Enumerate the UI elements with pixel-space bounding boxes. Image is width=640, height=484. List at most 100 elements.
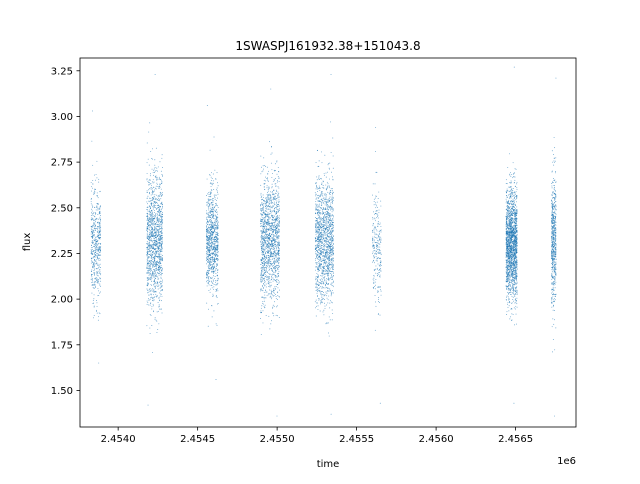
data-point [217, 207, 219, 208]
data-point [276, 281, 278, 283]
data-point [271, 247, 273, 249]
data-point [267, 228, 269, 230]
data-point [217, 224, 219, 226]
data-point [161, 235, 163, 236]
data-point [161, 220, 162, 222]
data-point [92, 303, 94, 304]
data-point [160, 249, 162, 251]
data-point [277, 222, 279, 224]
data-point [153, 265, 154, 267]
data-point [152, 276, 154, 278]
data-point [269, 242, 270, 244]
data-point [261, 266, 263, 268]
data-point [327, 241, 329, 243]
data-point [267, 234, 269, 236]
data-point [93, 260, 95, 262]
data-point [156, 179, 158, 181]
data-point [146, 190, 148, 192]
data-point [315, 266, 316, 268]
data-point [146, 173, 148, 174]
data-point [207, 206, 209, 208]
data-point [323, 314, 325, 316]
data-point [93, 274, 95, 276]
data-point [96, 222, 98, 223]
data-point [154, 159, 156, 161]
data-point [262, 236, 264, 238]
data-point [149, 298, 151, 300]
data-point [91, 240, 93, 241]
data-point [150, 183, 152, 185]
data-point [211, 258, 213, 260]
data-point [155, 268, 157, 269]
data-point [208, 241, 210, 243]
data-point [328, 187, 330, 189]
data-point [151, 308, 153, 310]
data-point [261, 232, 263, 234]
data-point [317, 277, 319, 279]
data-point [94, 247, 96, 249]
data-point [91, 219, 93, 221]
data-point [263, 246, 265, 248]
data-point [268, 267, 270, 269]
data-point [91, 190, 93, 192]
data-point [216, 240, 218, 242]
data-point [152, 203, 154, 205]
data-point [264, 189, 266, 190]
data-point [315, 234, 317, 236]
data-point [261, 224, 263, 226]
data-point [155, 177, 157, 179]
data-point [326, 247, 328, 248]
data-point [153, 226, 155, 227]
data-point [207, 226, 209, 228]
data-point [217, 254, 219, 256]
data-point [150, 187, 152, 189]
data-point [152, 260, 154, 262]
data-point [315, 269, 317, 271]
data-point [208, 205, 210, 207]
data-point [149, 274, 151, 276]
data-point [277, 315, 278, 317]
data-point [319, 291, 321, 293]
data-point [158, 292, 160, 294]
data-point [278, 275, 280, 277]
data-point [214, 269, 216, 271]
data-point [156, 231, 158, 233]
data-point [269, 210, 271, 212]
data-point [160, 308, 162, 310]
data-point [277, 232, 279, 234]
data-point [316, 218, 318, 220]
data-point [157, 251, 159, 253]
data-point [264, 300, 266, 302]
data-point [262, 251, 264, 253]
data-point [332, 155, 334, 157]
data-point [91, 285, 93, 287]
data-point [268, 187, 270, 189]
data-point [90, 233, 92, 235]
data-point [261, 233, 263, 235]
data-point [208, 282, 209, 284]
data-point [324, 200, 326, 202]
data-point [216, 211, 218, 213]
data-point [211, 214, 213, 216]
data-point [162, 175, 163, 177]
data-point [151, 244, 153, 246]
data-point [154, 73, 156, 75]
data-point [148, 189, 150, 191]
data-point [146, 227, 148, 229]
data-point [272, 273, 274, 275]
data-point [156, 255, 157, 257]
data-point [323, 226, 325, 228]
data-point [151, 351, 153, 353]
data-point [274, 267, 276, 269]
data-point [268, 257, 270, 259]
data-point [157, 237, 159, 239]
data-point [262, 165, 264, 167]
data-point [328, 212, 330, 214]
data-point [209, 220, 211, 221]
data-point [91, 232, 93, 233]
data-point [262, 224, 264, 226]
data-point [147, 277, 149, 279]
data-point [272, 210, 274, 212]
data-point [97, 243, 99, 245]
data-point [148, 245, 150, 247]
